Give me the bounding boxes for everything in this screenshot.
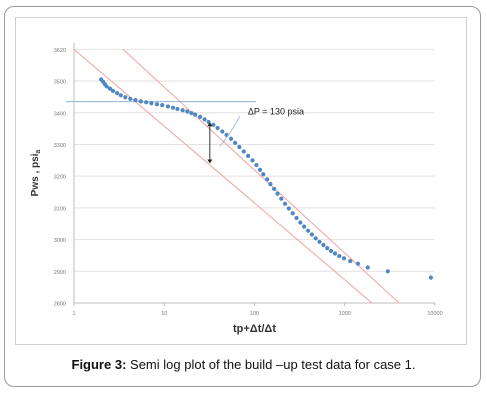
data-point (138, 99, 143, 104)
data-point (228, 136, 234, 141)
data-point (268, 181, 273, 187)
y-tick-label: 3100 (54, 206, 66, 212)
data-point (265, 177, 270, 182)
data-point (160, 103, 165, 108)
data-point (355, 261, 361, 266)
x-axis-label: tp+Δt/Δt (233, 323, 276, 335)
figure-frame: 2800 2900 3000 3100 3200 3300 3400 3500 3620 1 10… (4, 6, 481, 387)
data-point (110, 88, 116, 93)
data-point (185, 109, 190, 114)
data-point (154, 102, 160, 107)
data-point (250, 158, 255, 163)
data-point (175, 106, 180, 112)
data-point (211, 122, 216, 127)
annotation-leader (219, 116, 241, 147)
data-point (246, 153, 251, 158)
data-point (332, 251, 338, 256)
data-point (337, 253, 342, 259)
y-axis-label-main: Pws , psi (30, 153, 41, 196)
data-point (254, 162, 259, 168)
data-point (220, 129, 225, 134)
data-point (170, 105, 176, 110)
y-tick-label: 3200 (54, 175, 66, 181)
y-tick-labels: 2800 2900 3000 3100 3200 3300 3400 3500 3620 (54, 48, 66, 308)
data-point (302, 224, 307, 229)
x-tick-label: 1000 (339, 311, 351, 317)
data-point (305, 228, 311, 233)
x-tick-label: 100 (250, 311, 259, 317)
trend-lines (73, 48, 400, 304)
data-point (282, 201, 288, 206)
data-point (237, 144, 242, 150)
data-point (215, 125, 220, 131)
y-tick-label: 3400 (54, 111, 66, 117)
data-point (180, 108, 185, 113)
data-point (202, 117, 207, 122)
data-point (144, 100, 149, 105)
data-points (99, 77, 433, 280)
x-tick-labels: 1 10 100 1000 10000 (72, 303, 443, 317)
arrow-head-down (207, 159, 213, 164)
y-tick-label: 3000 (54, 238, 66, 244)
data-point (149, 101, 154, 106)
data-point (128, 96, 133, 101)
figure-caption-label: Figure 3: (71, 357, 127, 372)
data-point (348, 259, 353, 264)
trend-line (73, 48, 373, 304)
y-tick-label: 3620 (54, 48, 66, 54)
x-tick-label: 1 (72, 311, 75, 317)
data-point (233, 140, 238, 145)
delta-p-arrow (207, 116, 241, 164)
y-tick-label: 3300 (54, 143, 66, 149)
y-tick-label: 3500 (54, 80, 66, 86)
grid-lines (73, 43, 435, 304)
data-point (118, 93, 123, 98)
data-point (114, 90, 120, 96)
data-point (290, 211, 295, 216)
chart-area: 2800 2900 3000 3100 3200 3300 3400 3500 3620 1 10… (15, 17, 467, 345)
semi-log-chart: 2800 2900 3000 3100 3200 3300 3400 3500 3620 1 10… (30, 43, 443, 335)
data-point (328, 248, 334, 254)
data-point (294, 215, 299, 221)
data-point (198, 114, 203, 119)
data-point (257, 167, 263, 172)
data-point (428, 275, 433, 280)
y-axis-label: Pws , psia (30, 150, 42, 197)
data-point (275, 191, 280, 196)
data-point (298, 220, 303, 225)
y-axis-label-subscript: a (35, 150, 42, 154)
figure-caption-text: Semi log plot of the build –up test data… (130, 357, 416, 372)
data-point (133, 97, 138, 103)
figure-caption: Figure 3: Semi log plot of the build –up… (5, 357, 482, 372)
data-point (241, 149, 246, 154)
data-point (385, 269, 390, 274)
data-point (279, 196, 284, 201)
data-point (123, 95, 128, 100)
data-point (261, 172, 266, 177)
data-point (309, 232, 314, 237)
data-point (104, 84, 109, 89)
delta-p-annotation: ΔP = 130 psia (248, 106, 304, 116)
x-tick-label: 10000 (427, 311, 442, 317)
data-point (272, 186, 277, 191)
data-point (193, 112, 198, 117)
data-point (341, 256, 347, 261)
data-point (325, 246, 330, 251)
data-point (107, 86, 113, 91)
trend-line (122, 48, 400, 304)
data-point (365, 265, 370, 270)
data-point (321, 242, 326, 248)
data-point (165, 104, 171, 109)
data-point (317, 239, 322, 244)
data-point (286, 206, 291, 211)
x-tick-label: 10 (161, 311, 167, 317)
data-point (189, 110, 194, 116)
arrow-head-up (207, 122, 213, 127)
y-tick-label: 2900 (54, 270, 66, 276)
y-tick-label: 2800 (54, 302, 66, 308)
data-point (313, 236, 318, 241)
